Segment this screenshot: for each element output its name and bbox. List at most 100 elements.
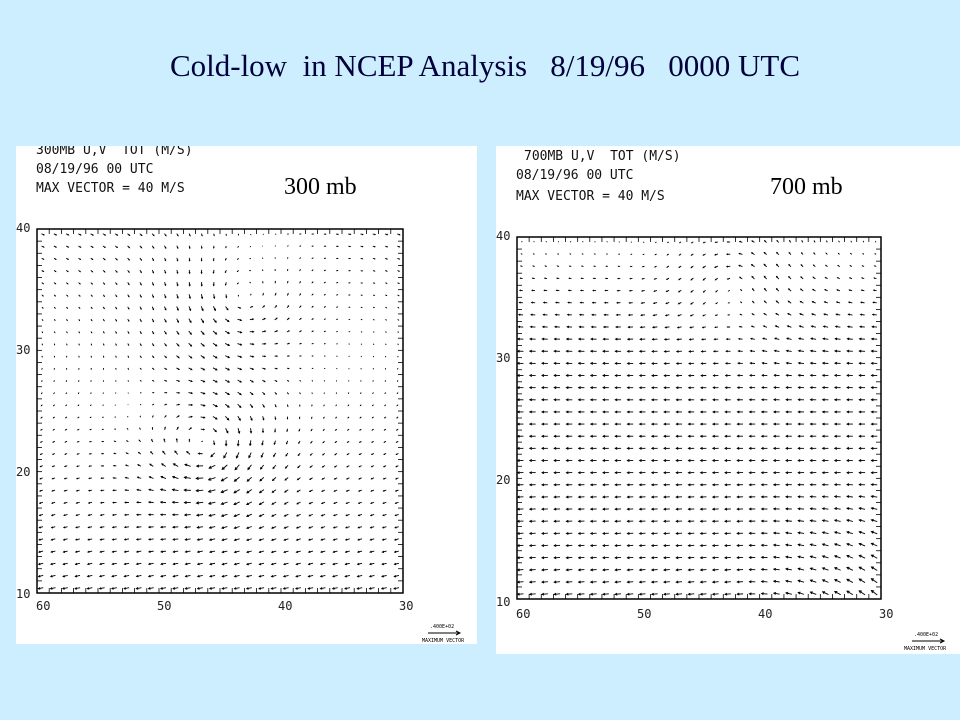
wind-arrow [66, 318, 68, 322]
wind-arrow [262, 280, 264, 284]
wind-arrow [123, 513, 129, 516]
wind-arrow [663, 483, 670, 487]
wind-arrow [41, 392, 43, 395]
wind-arrow [331, 587, 338, 590]
wind-arrow [323, 318, 326, 321]
wind-arrow [221, 526, 228, 530]
wind-arrow [249, 343, 255, 346]
wind-arrow [638, 410, 646, 414]
wind-arrow [62, 526, 68, 529]
wind-arrow [286, 305, 290, 309]
wind-arrow [135, 550, 142, 553]
wind-arrow [41, 380, 43, 383]
wind-arrow [88, 440, 92, 443]
wind-arrow [87, 501, 93, 504]
wind-arrow [286, 330, 290, 333]
wind-arrow [870, 459, 878, 462]
wind-arrow [74, 538, 80, 541]
wind-arrow [614, 471, 622, 475]
wind-arrow [626, 410, 634, 414]
wind-arrow [195, 464, 204, 468]
wind-arrow [383, 453, 387, 455]
wind-arrow [748, 483, 756, 487]
wind-arrow [589, 361, 597, 365]
wind-arrow [282, 574, 289, 578]
wind-arrow [332, 562, 338, 566]
wind-arrow [809, 579, 817, 583]
wind-arrow [384, 245, 389, 248]
wind-arrow [541, 483, 548, 487]
wind-arrow [565, 434, 573, 438]
y-tick-10: 10 [496, 595, 511, 609]
wind-arrow [541, 386, 548, 390]
wind-arrow [150, 451, 154, 455]
wind-arrow [650, 422, 658, 426]
wind-arrow [53, 282, 57, 285]
wind-arrow [323, 257, 327, 260]
wind-arrow [112, 464, 117, 467]
wind-arrow [715, 289, 719, 293]
wind-arrow [700, 350, 707, 353]
wind-arrow [809, 410, 817, 414]
wind-arrow [689, 314, 694, 317]
wind-arrow [87, 550, 93, 553]
wind-arrow [833, 398, 841, 402]
wind-arrow [237, 318, 243, 322]
wind-arrow [638, 556, 646, 560]
wind-arrow [797, 531, 805, 535]
wind-arrow [724, 459, 731, 462]
wind-arrow [74, 550, 81, 553]
wind-arrow [334, 440, 338, 444]
wind-arrow [699, 434, 707, 438]
wind-arrow [748, 422, 756, 426]
wind-arrow [113, 440, 117, 443]
wind-arrow [773, 386, 780, 389]
wind-arrow [270, 587, 277, 590]
wind-arrow [213, 233, 215, 237]
wind-arrow [147, 587, 154, 590]
wind-arrow [383, 440, 387, 443]
wind-arrow [553, 471, 561, 475]
wind-arrow [397, 270, 401, 272]
wind-arrow [797, 519, 805, 523]
wind-arrow [184, 562, 191, 566]
wind-arrow [298, 416, 301, 420]
wind-arrow [687, 544, 695, 548]
wind-arrow [323, 306, 326, 308]
wind-arrow [516, 580, 524, 584]
wind-arrow [553, 568, 561, 572]
wind-arrow [53, 294, 57, 297]
wind-arrow [40, 416, 43, 419]
wind-arrow [870, 542, 878, 547]
wind-arrow [702, 277, 706, 281]
wind-arrow [368, 574, 375, 578]
wind-arrow [589, 434, 597, 438]
wind-arrow [602, 531, 609, 535]
wind-arrow [344, 550, 350, 553]
wind-arrow [675, 422, 683, 426]
wind-arrow [64, 440, 68, 443]
wind-arrow [397, 245, 401, 248]
wind-arrow [333, 489, 338, 492]
wind-arrow [638, 422, 646, 426]
wind-arrow [271, 501, 277, 505]
wind-arrow [821, 434, 829, 438]
wind-arrow [565, 398, 573, 402]
wind-arrow [100, 452, 104, 455]
wind-arrow [148, 476, 154, 479]
wind-arrow [236, 257, 239, 260]
wind-arrow [772, 495, 780, 499]
wind-arrow [627, 313, 633, 317]
wind-arrow [208, 464, 216, 469]
wind-arrow [553, 337, 560, 341]
wind-arrow [602, 459, 609, 462]
wind-arrow [699, 410, 707, 414]
wind-arrow [249, 391, 254, 396]
wind-arrow [749, 349, 755, 353]
wind-arrow [336, 269, 339, 272]
wind-arrow [809, 459, 817, 462]
wind-arrow [307, 538, 314, 541]
wind-arrow [822, 325, 829, 328]
wind-arrow [172, 587, 179, 590]
wind-arrow [687, 592, 695, 596]
